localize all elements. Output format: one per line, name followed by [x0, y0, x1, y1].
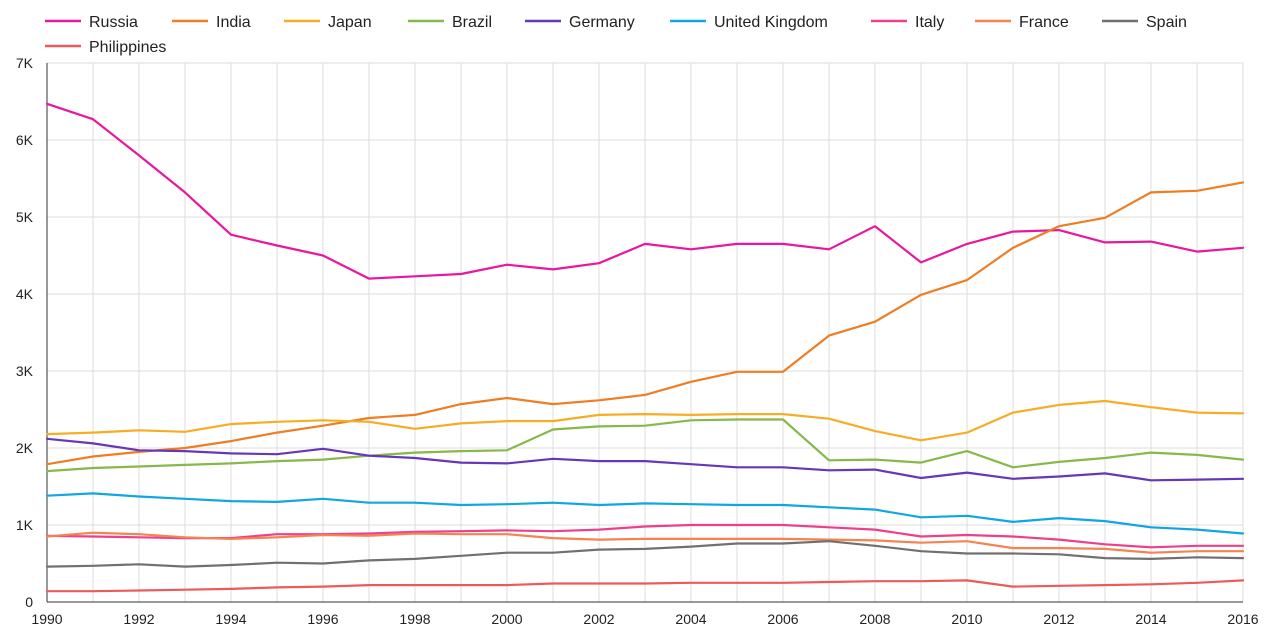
x-tick-label: 2016 [1227, 611, 1258, 627]
x-tick-label: 1998 [399, 611, 430, 627]
x-tick-label: 1992 [123, 611, 154, 627]
axes [46, 63, 1243, 603]
y-axis-ticks: 0 1K 2K 3K 4K 5K 6K 7K [16, 55, 34, 610]
legend-label: Spain [1146, 14, 1187, 31]
x-axis-ticks: 1990 1992 1994 1996 1998 2000 2002 2004 2006 2008… [31, 611, 1258, 627]
legend-label: Germany [569, 14, 635, 31]
x-tick-label: 1990 [31, 611, 62, 627]
series-line-brazil [45, 418, 1245, 473]
legend-item-germany[interactable]: Germany [525, 14, 635, 31]
y-tick-label: 4K [16, 286, 34, 302]
x-tick-label: 2004 [675, 611, 706, 627]
y-tick-label: 7K [16, 55, 34, 71]
y-tick-label: 3K [16, 363, 34, 379]
legend-label: India [216, 14, 251, 31]
legend-item-philippines[interactable]: Philippines [45, 39, 166, 56]
y-tick-label: 6K [16, 132, 34, 148]
series-line-india [45, 181, 1245, 466]
series-line-spain [45, 540, 1245, 568]
legend-item-italy[interactable]: Italy [871, 14, 944, 31]
grid [46, 62, 1244, 603]
legend: Russia India Japan Brazil Germany United King… [45, 14, 1187, 56]
legend-label: Philippines [89, 39, 166, 56]
x-tick-label: 2014 [1135, 611, 1166, 627]
legend-label: United Kingdom [714, 14, 828, 31]
legend-item-japan[interactable]: Japan [284, 14, 372, 31]
series-line-philippines [45, 579, 1245, 593]
series-line-japan [45, 399, 1245, 442]
x-tick-label: 2002 [583, 611, 614, 627]
legend-label: Brazil [452, 14, 492, 31]
legend-label: Japan [328, 14, 372, 31]
series-line-france [45, 531, 1245, 554]
series-line-russia [45, 102, 1245, 280]
y-tick-label: 5K [16, 209, 34, 225]
legend-item-india[interactable]: India [172, 14, 251, 31]
y-tick-label: 2K [16, 440, 34, 456]
x-tick-label: 2010 [951, 611, 982, 627]
series-line-united-kingdom [45, 492, 1245, 535]
x-tick-label: 1994 [215, 611, 246, 627]
y-tick-label: 1K [16, 517, 34, 533]
x-tick-label: 2000 [491, 611, 522, 627]
x-tick-label: 2006 [767, 611, 798, 627]
series-line-italy [45, 523, 1245, 549]
x-tick-label: 2012 [1043, 611, 1074, 627]
legend-item-russia[interactable]: Russia [45, 14, 138, 31]
x-tick-label: 1996 [307, 611, 338, 627]
legend-item-spain[interactable]: Spain [1102, 14, 1187, 31]
x-tick-label: 2008 [859, 611, 890, 627]
y-tick-label: 0 [25, 594, 33, 610]
legend-item-brazil[interactable]: Brazil [408, 14, 492, 31]
legend-item-united-kingdom[interactable]: United Kingdom [670, 14, 828, 31]
legend-label: Italy [915, 14, 944, 31]
legend-item-france[interactable]: France [975, 14, 1069, 31]
series-lines [45, 102, 1245, 593]
series-line-germany [45, 437, 1245, 482]
legend-label: France [1019, 14, 1069, 31]
legend-label: Russia [89, 14, 138, 31]
